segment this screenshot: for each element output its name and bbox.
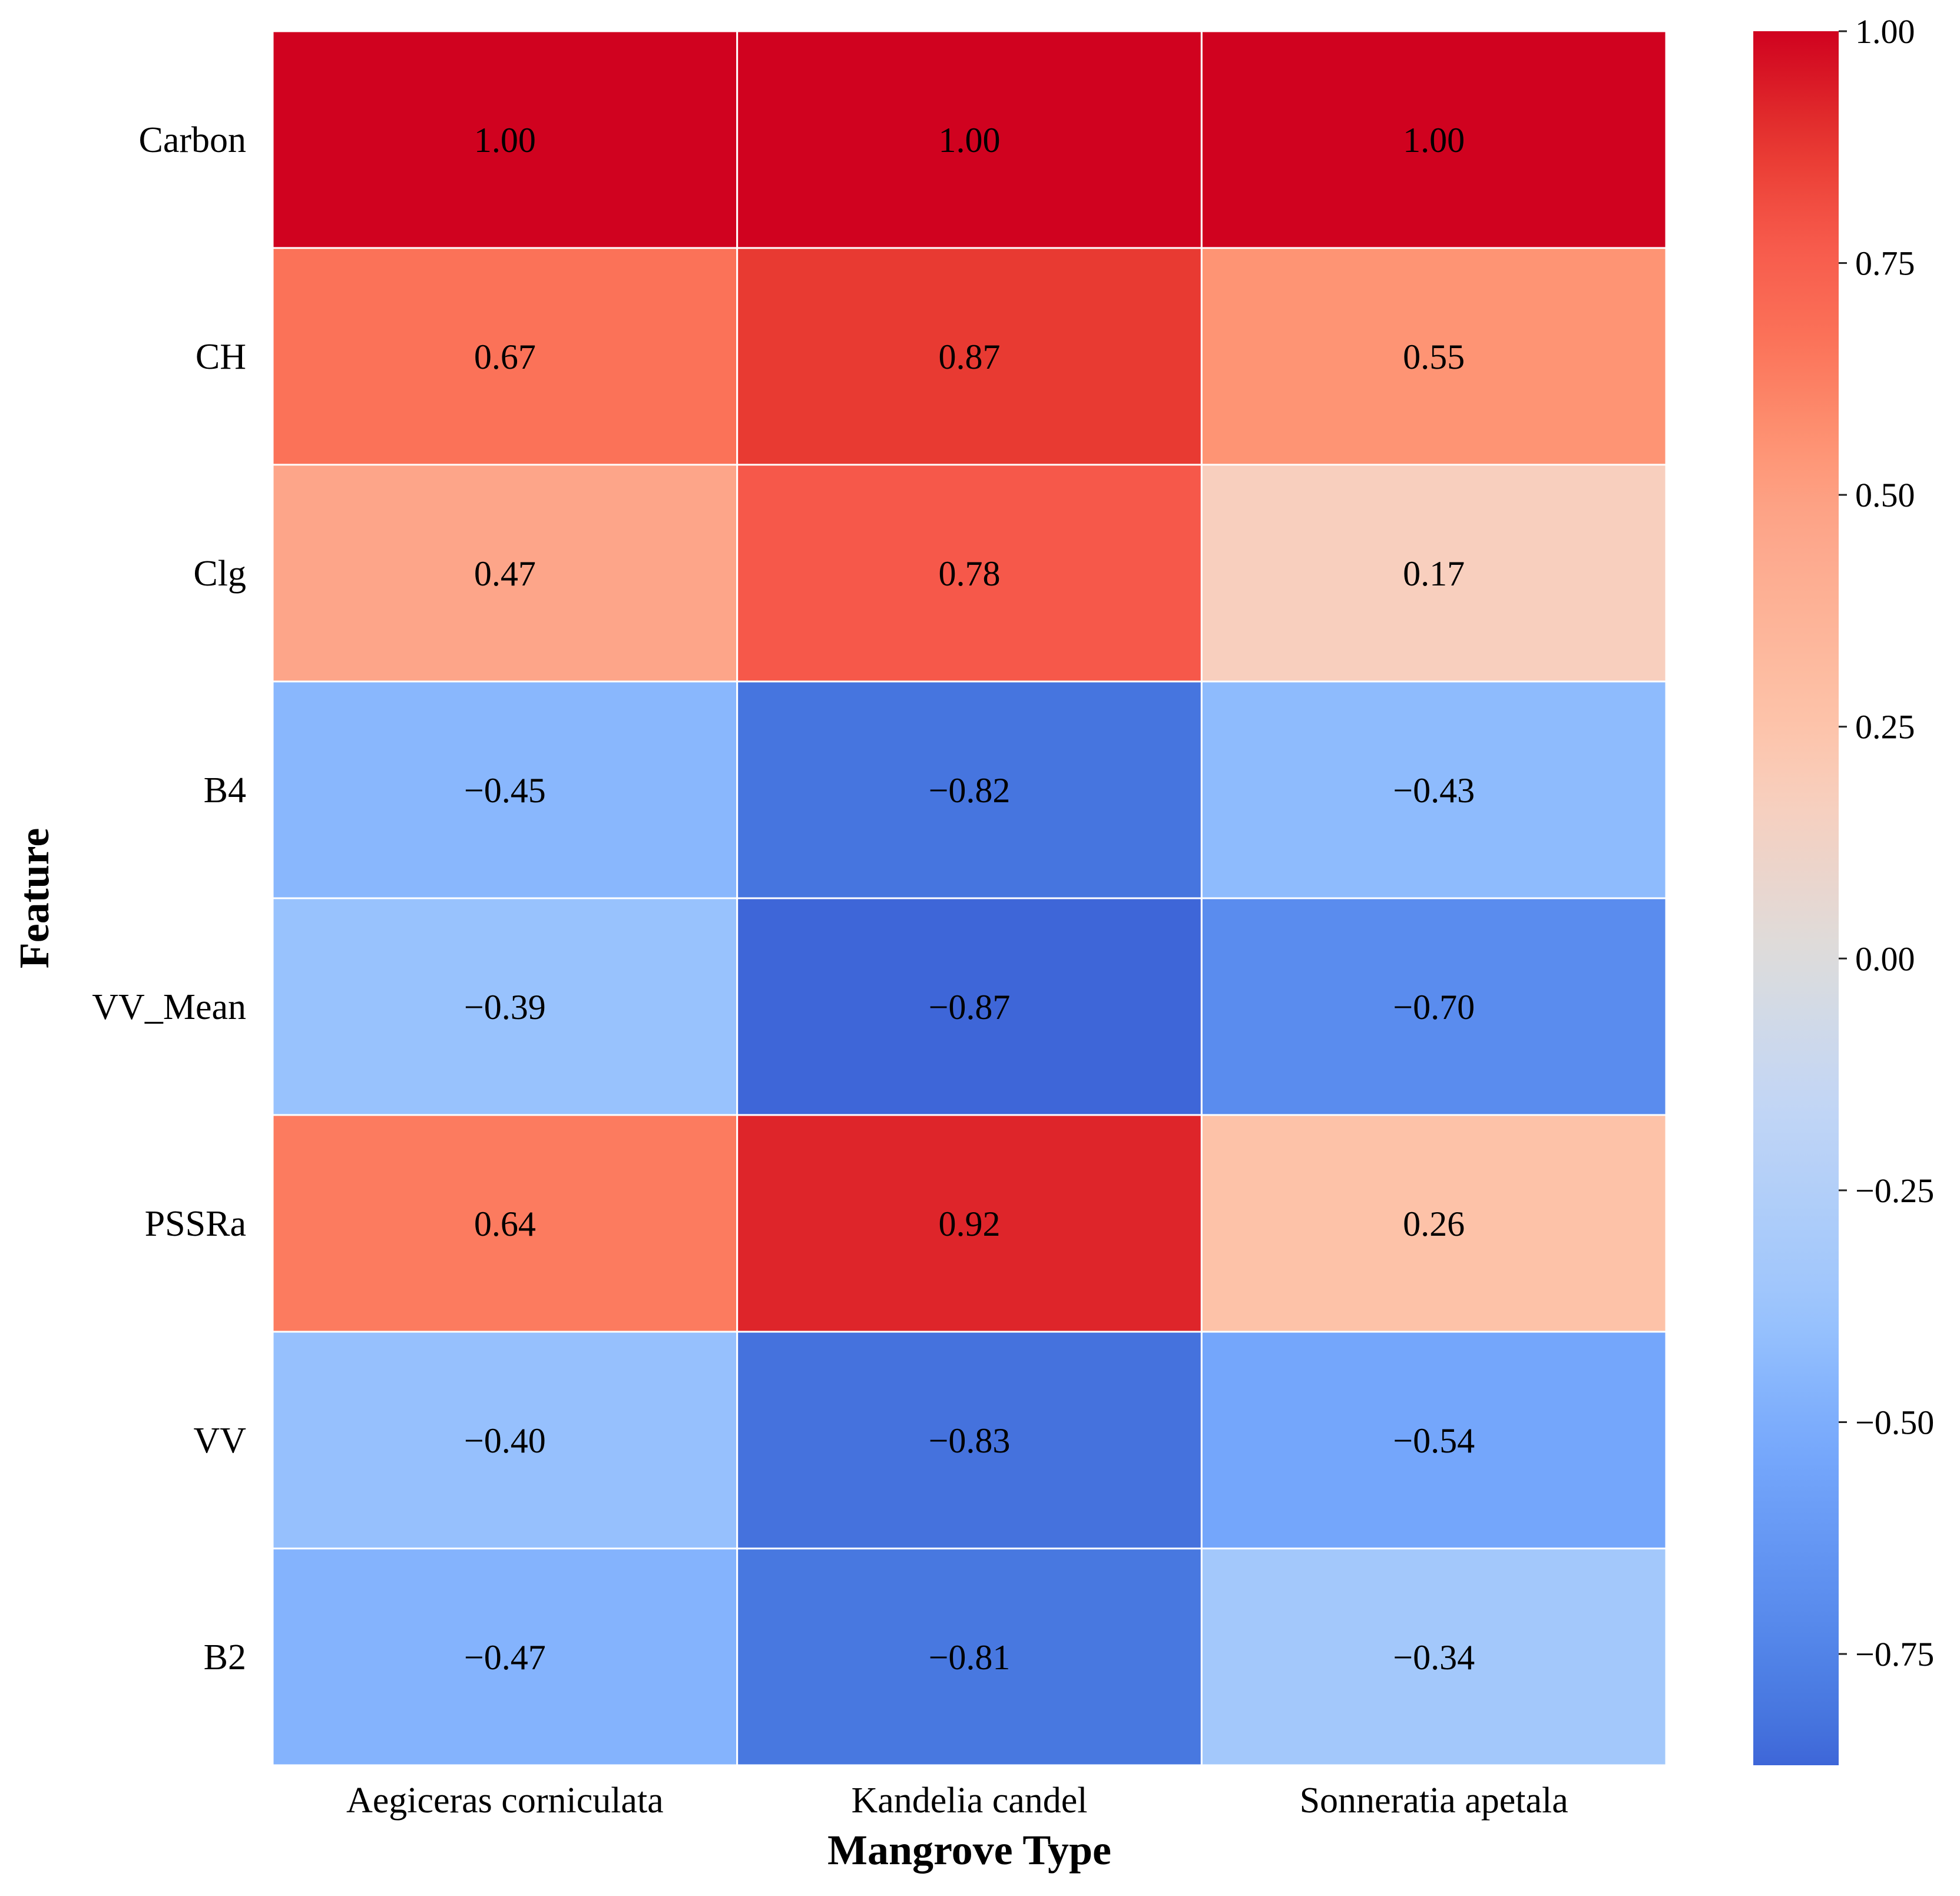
y-tick-label: CH (196, 337, 246, 377)
cell-value-label: −0.70 (1393, 988, 1475, 1027)
heatmap-cell (736, 1114, 1203, 1333)
cell-value-label: −0.82 (929, 771, 1011, 810)
y-tick-label: Carbon (138, 120, 246, 160)
cell-value-label: 0.78 (939, 554, 1001, 593)
cell-value-label: 0.55 (1403, 337, 1465, 376)
colorbar-tick-label: 0.50 (1855, 476, 1915, 514)
cell-value-label: 1.00 (1403, 121, 1465, 160)
heatmap-cell (272, 247, 739, 466)
heatmap-cell (736, 897, 1203, 1116)
heatmap-cell (1200, 1547, 1667, 1766)
heatmap-cell (1200, 1114, 1667, 1333)
cell-value-label: 0.64 (474, 1205, 536, 1243)
cell-value-label: 0.17 (1403, 554, 1465, 593)
y-tick-label: B2 (204, 1637, 246, 1677)
cell-value-label: 1.00 (939, 121, 1001, 160)
cell-value-label: 0.92 (939, 1205, 1001, 1243)
heatmap-cell (736, 247, 1203, 466)
y-tick-labels: Carbon CH Clg B4 VV_Mean PSSRa VV B2 (92, 120, 246, 1677)
x-tick-label: Aegiceras corniculata (346, 1781, 664, 1821)
cell-value-label: 0.67 (474, 337, 536, 376)
colorbar-tick-label: 0.00 (1855, 939, 1915, 978)
heatmap-cells: 1.00 1.00 1.00 0.67 0.87 0.55 0.47 0.78 0.17 −0.4… (272, 30, 1667, 1766)
heatmap-cell (1200, 680, 1667, 899)
cell-value-label: −0.34 (1393, 1638, 1475, 1677)
y-tick-label: Clg (193, 554, 246, 594)
cell-value-label: −0.40 (464, 1421, 546, 1460)
heatmap-cell (272, 680, 739, 899)
colorbar-tick-label: −0.25 (1855, 1172, 1934, 1210)
colorbar-tick-label: 1.00 (1855, 12, 1915, 51)
heatmap-cell (272, 1114, 739, 1333)
colorbar-ticks: 1.00 0.75 0.50 0.25 0.00 −0.25 −0.50 −0.75 (1839, 12, 1934, 1673)
cell-value-label: −0.83 (929, 1421, 1011, 1460)
colorbar-tick-label: 0.75 (1855, 244, 1915, 283)
y-tick-label: PSSRa (145, 1204, 246, 1244)
cell-value-label: 0.26 (1403, 1205, 1465, 1243)
heatmap-cell (272, 897, 739, 1116)
heatmap-cell (736, 30, 1203, 249)
colorbar-tick-label: −0.50 (1855, 1403, 1934, 1441)
heatmap-cell (272, 464, 739, 683)
cell-value-label: 0.47 (474, 554, 536, 593)
cell-value-label: −0.81 (929, 1638, 1011, 1677)
x-tick-labels: Aegiceras corniculata Kandelia candel Sonn… (346, 1781, 1568, 1821)
heatmap-cell (1200, 30, 1667, 249)
heatmap-cell (272, 1331, 739, 1550)
cell-value-label: −0.45 (464, 771, 546, 810)
heatmap-cell (736, 1331, 1203, 1550)
heatmap-cell (272, 30, 739, 249)
cell-value-label: 0.87 (939, 337, 1001, 376)
y-tick-label: B4 (204, 770, 246, 810)
y-tick-label: VV_Mean (92, 987, 246, 1027)
cell-value-label: 1.00 (474, 121, 536, 160)
y-axis-label: Feature (11, 828, 58, 969)
heatmap-cell (736, 1547, 1203, 1766)
heatmap-cell (272, 1547, 739, 1766)
cell-value-label: −0.39 (464, 988, 546, 1027)
cell-value-label: −0.43 (1393, 771, 1475, 810)
x-tick-label: Sonneratia apetala (1300, 1781, 1568, 1821)
heatmap-cell (736, 464, 1203, 683)
colorbar-tick-label: 0.25 (1855, 708, 1915, 746)
heatmap-cell (1200, 1331, 1667, 1550)
x-axis-label: Mangrove Type (827, 1826, 1111, 1874)
cell-value-label: −0.54 (1393, 1421, 1475, 1460)
cell-value-label: −0.47 (464, 1638, 546, 1677)
y-tick-label: VV (193, 1421, 246, 1461)
heatmap-cell (1200, 247, 1667, 466)
cell-value-label: −0.87 (929, 988, 1011, 1027)
colorbar-tick-label: −0.75 (1855, 1635, 1934, 1673)
colorbar (1753, 31, 1839, 1765)
x-tick-label: Kandelia candel (851, 1781, 1087, 1821)
heatmap-cell (1200, 897, 1667, 1116)
